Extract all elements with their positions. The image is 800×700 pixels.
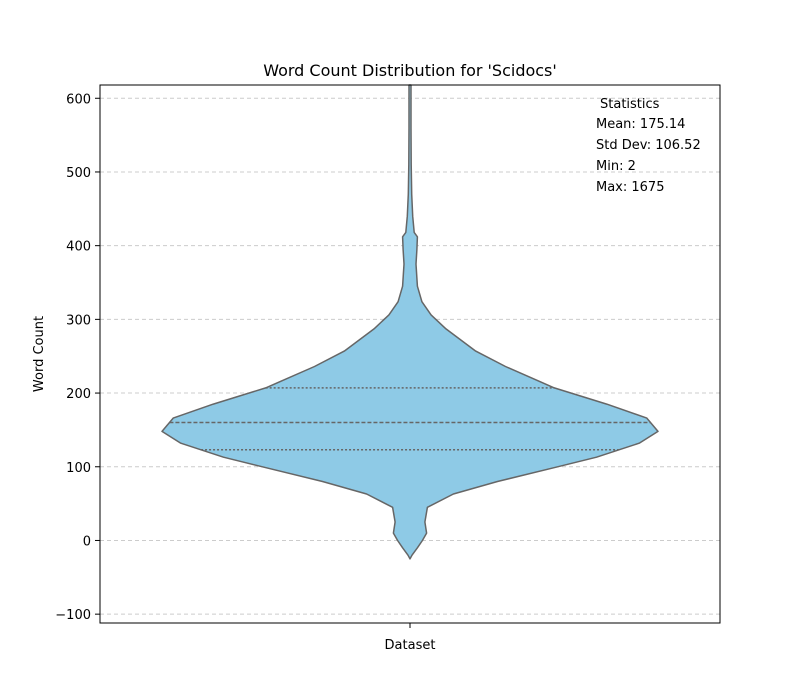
y-tick-label: −100	[55, 608, 91, 623]
y-tick-label: 300	[66, 313, 91, 328]
y-axis-ticks: −100 0 100 200 300 400 500 600	[55, 92, 100, 623]
y-tick-label: 500	[66, 166, 91, 181]
y-tick-label: 0	[83, 534, 91, 549]
y-tick-label: 400	[66, 240, 91, 255]
x-axis-label: Dataset	[385, 638, 436, 653]
violin-layer	[161, 84, 659, 560]
statistics-mean: Mean: 175.14	[596, 117, 685, 132]
statistics-std-dev: Std Dev: 106.52	[596, 138, 701, 153]
statistics-legend: Statistics Mean: 175.14 Std Dev: 106.52 …	[596, 97, 701, 195]
statistics-min: Min: 2	[596, 159, 636, 174]
statistics-heading: Statistics	[600, 97, 660, 112]
statistics-max: Max: 1675	[596, 180, 664, 195]
y-tick-label: 100	[66, 461, 91, 476]
y-axis-label: Word Count	[32, 316, 47, 392]
y-tick-label: 200	[66, 387, 91, 402]
violin-body	[161, 84, 659, 560]
chart-title: Word Count Distribution for 'Scidocs'	[263, 61, 557, 80]
y-tick-label: 600	[66, 92, 91, 107]
